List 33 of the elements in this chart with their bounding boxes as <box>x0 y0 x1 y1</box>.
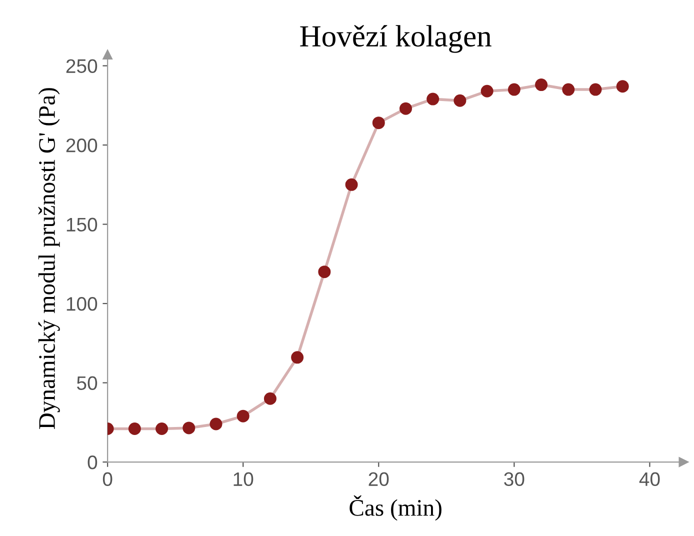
y-tick-label: 200 <box>66 138 98 152</box>
point <box>562 83 575 96</box>
point <box>345 178 358 191</box>
y-tick-label: 0 <box>88 456 98 470</box>
point <box>508 83 520 96</box>
point <box>480 84 494 98</box>
x-tick-label: 10 <box>234 472 254 486</box>
point <box>291 351 304 364</box>
point <box>182 422 196 434</box>
x-axis-title: Čas (min) <box>350 495 442 521</box>
x-tick-label: 0 <box>102 472 112 486</box>
y-tick-label: 250 <box>66 59 98 74</box>
point <box>426 92 440 106</box>
point <box>156 422 168 435</box>
point <box>372 116 385 130</box>
point <box>236 410 250 422</box>
chart-title: Hovězí kolagen <box>300 25 492 53</box>
point <box>616 80 629 93</box>
y-tick-label: 150 <box>66 218 98 232</box>
point <box>210 418 222 430</box>
point <box>399 102 412 115</box>
point <box>318 266 331 278</box>
y-tick-label: 100 <box>66 296 98 311</box>
y-tick-label: 50 <box>77 376 98 390</box>
point <box>128 422 141 435</box>
point <box>454 94 466 107</box>
point <box>264 392 276 405</box>
point <box>535 78 548 92</box>
x-tick-label: 40 <box>639 472 660 486</box>
x-tick-label: 20 <box>368 472 389 486</box>
x-tick-label: 30 <box>504 472 524 486</box>
y-axis-title: Dynamický modul pružnosti G' (Pa) <box>38 88 60 429</box>
point <box>589 83 602 96</box>
